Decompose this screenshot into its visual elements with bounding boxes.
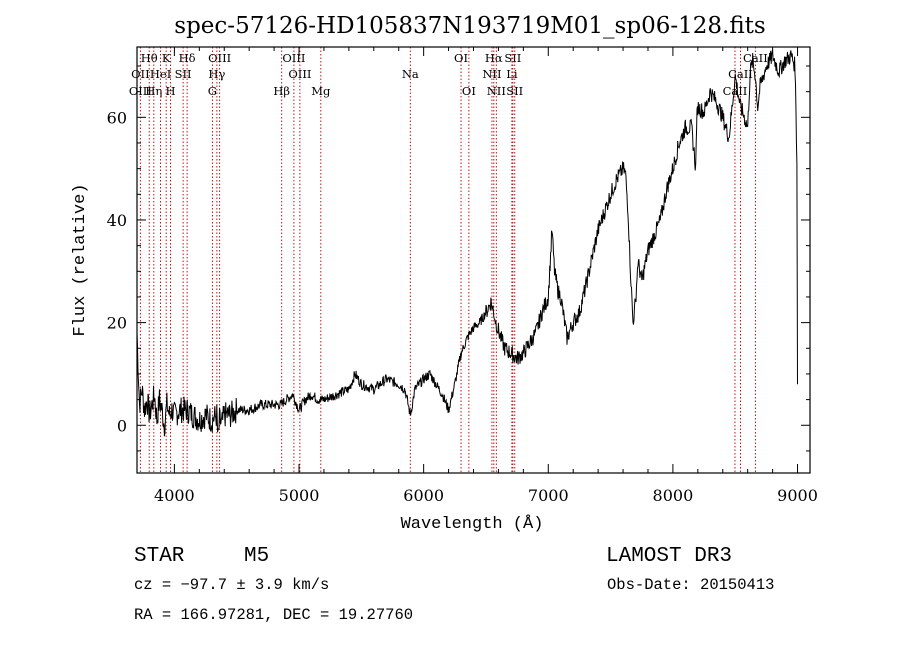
x-tick-label: 4000: [154, 486, 195, 505]
marker-label: SII: [175, 67, 192, 81]
object-class: STAR: [134, 545, 185, 568]
marker-label: CaII: [723, 84, 748, 98]
y-tick-label: 0: [117, 416, 127, 435]
y-tick-label: 40: [107, 211, 127, 230]
marker-label: NII: [487, 84, 506, 98]
x-tick-label: 9000: [777, 486, 818, 505]
x-tick-label: 6000: [403, 486, 444, 505]
chart-title: spec-57126-HD105837N193719M01_sp06-128.f…: [174, 13, 765, 39]
spectrum-line: [137, 49, 798, 437]
marker-label: NII: [482, 67, 501, 81]
x-axis-ticks: 4000 5000 6000 7000 8000 9000: [154, 47, 818, 505]
marker-label: CaII: [728, 67, 753, 81]
marker-label: Li: [506, 67, 518, 81]
y-tick-label: 20: [107, 314, 127, 333]
x-tick-label: 7000: [528, 486, 569, 505]
redshift-value: cz = −97.7 ± 3.9 km/s: [134, 576, 329, 594]
y-axis-label: Flux (relative): [71, 183, 90, 336]
x-tick-label: 5000: [279, 486, 320, 505]
marker-label: SII: [504, 51, 521, 65]
marker-label: Hθ: [141, 51, 158, 65]
marker-label: OIII: [129, 84, 152, 98]
marker-label: Hη: [145, 84, 162, 98]
marker-label: H: [166, 84, 176, 98]
marker-label: OIII: [288, 67, 311, 81]
marker-label: G: [208, 84, 217, 98]
plot-frame: [136, 46, 811, 474]
object-subclass: M5: [244, 545, 269, 568]
spectrum-layer: [137, 49, 798, 437]
marker-label: OI: [454, 51, 468, 65]
marker-label: Hδ: [179, 51, 196, 65]
y-axis-ticks: 0 20 40 60: [107, 65, 810, 452]
y-tick-label: 60: [107, 108, 127, 127]
marker-label: CaII: [743, 51, 768, 65]
marker-label: HeI: [150, 67, 171, 81]
observation-date: Obs-Date: 20150413: [607, 576, 774, 594]
marker-label: OII: [131, 67, 150, 81]
x-axis-label: Wavelength (Å): [401, 515, 544, 534]
marker-label: Hγ: [208, 67, 225, 81]
x-tick-label: 8000: [653, 486, 694, 505]
coordinates: RA = 166.97281, DEC = 19.27760: [134, 606, 413, 624]
marker-label: Hβ: [273, 84, 290, 98]
survey-name: LAMOST DR3: [606, 545, 732, 568]
marker-label: K: [162, 51, 171, 65]
marker-label: SII: [506, 84, 523, 98]
marker-label: OIII: [282, 51, 305, 65]
marker-label: Na: [402, 67, 419, 81]
marker-label: OIII: [208, 51, 231, 65]
marker-label: OI: [462, 84, 476, 98]
marker-label: Mg: [311, 84, 331, 98]
marker-label: Hα: [485, 51, 503, 65]
